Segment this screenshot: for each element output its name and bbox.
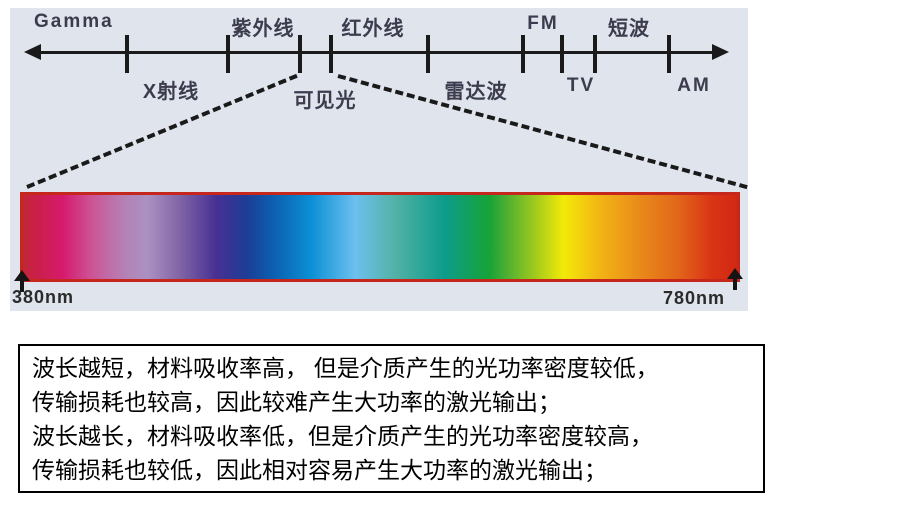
axis-tick	[125, 35, 129, 73]
axis-tick	[298, 35, 302, 73]
axis-label-x-ray: X射线	[142, 81, 200, 103]
axis-arrow-left-icon	[24, 44, 41, 60]
up-arrow-icon	[14, 270, 30, 292]
axis-tick	[593, 35, 597, 73]
axis-label-gamma: Gamma	[34, 11, 114, 32]
spectrum-axis-line	[38, 51, 714, 54]
wavelength-end-label: 780nm	[663, 288, 726, 308]
axis-label-shortwave: 短波	[608, 18, 650, 40]
axis-label-ultraviolet: 紫外线	[231, 18, 295, 40]
note-line-2: 传输损耗也较高，因此较难产生大功率的激光输出；	[32, 390, 561, 415]
axis-label-infrared: 红外线	[341, 18, 405, 40]
axis-tick	[560, 35, 564, 73]
axis-tick	[426, 35, 430, 73]
axis-tick	[521, 35, 525, 73]
up-arrow-icon	[727, 268, 743, 290]
axis-tick	[226, 35, 230, 73]
wavelength-start-label: 380nm	[12, 287, 75, 307]
axis-label-visible-light: 可见光	[293, 90, 357, 112]
axis-label-radar: 雷达波	[444, 81, 508, 103]
axis-label-am: AM	[677, 75, 711, 96]
note-line-1: 波长越短，材料吸收率高， 但是介质产生的光功率密度较低，	[32, 356, 659, 381]
axis-tick	[667, 35, 671, 73]
spectrum-bar	[20, 192, 740, 282]
note-box: 波长越短，材料吸收率高， 但是介质产生的光功率密度较低， 传输损耗也较高，因此较…	[18, 344, 765, 493]
note-line-3: 波长越长，材料吸收率低，但是介质产生的光功率密度较高，	[32, 424, 653, 449]
axis-arrow-right-icon	[712, 44, 729, 60]
axis-label-fm: FM	[527, 13, 559, 34]
axis-tick	[329, 35, 333, 73]
note-line-4: 传输损耗也较低，因此相对容易产生大功率的激光输出；	[32, 458, 607, 483]
axis-label-tv: TV	[566, 75, 596, 96]
